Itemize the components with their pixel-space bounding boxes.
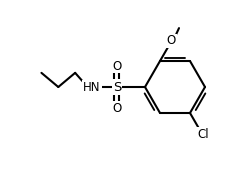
Text: HN: HN xyxy=(83,80,100,93)
Text: S: S xyxy=(112,80,121,93)
Text: O: O xyxy=(112,102,121,115)
Text: Cl: Cl xyxy=(196,127,208,141)
Text: O: O xyxy=(112,60,121,73)
Text: O: O xyxy=(166,34,175,48)
